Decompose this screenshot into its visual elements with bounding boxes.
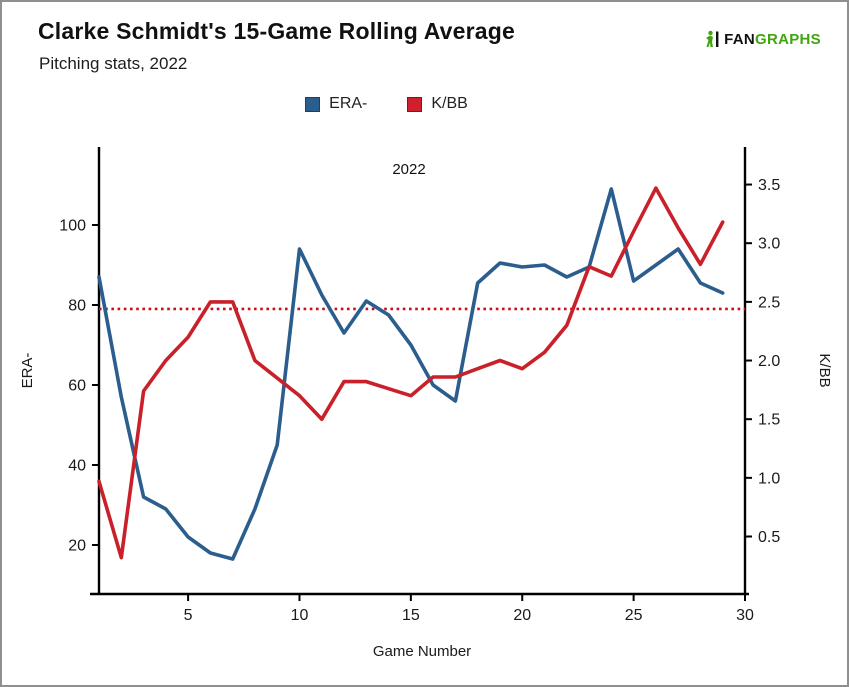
x-axis-title: Game Number [373, 643, 471, 660]
right-tick-label: 3.0 [758, 236, 780, 253]
legend-swatch-era [305, 96, 321, 112]
left-tick-label: 20 [68, 538, 86, 555]
right-tick-label: 2.5 [758, 294, 780, 311]
right-tick-label: 1.0 [758, 470, 780, 487]
logo-text-fan: FAN [724, 30, 756, 48]
x-tick-label: 20 [513, 607, 531, 624]
left-tick-label: 40 [68, 458, 86, 475]
x-tick-label: 10 [291, 607, 309, 624]
series-line-era [97, 187, 725, 561]
legend-item-era: ERA- [305, 95, 367, 113]
x-tick-label: 25 [625, 607, 643, 624]
left-tick-label: 100 [59, 218, 86, 235]
series-line-kbb [97, 186, 725, 560]
right-tick-label: 0.5 [758, 529, 780, 546]
x-tick-label: 5 [184, 607, 193, 624]
legend-label-era: ERA- [329, 95, 368, 112]
chart-subtitle: Pitching stats, 2022 [39, 54, 188, 73]
right-axis-title: K/BB [816, 353, 833, 387]
left-axis-title: ERA- [19, 353, 36, 389]
logo-text-graphs: GRAPHS [755, 30, 821, 48]
right-tick-label: 2.0 [758, 353, 780, 370]
chart-title: Clarke Schmidt's 15-Game Rolling Average [38, 18, 516, 44]
left-tick-label: 60 [68, 378, 86, 395]
legend: ERA- K/BB [2, 95, 809, 113]
legend-swatch-kbb [407, 96, 423, 112]
right-tick-label: 1.5 [758, 412, 780, 429]
fangraphs-pitcher-icon [705, 30, 721, 48]
legend-label-kbb: K/BB [431, 95, 468, 112]
x-tick-label: 15 [402, 607, 420, 624]
legend-item-kbb: K/BB [407, 95, 468, 113]
left-tick-label: 80 [68, 298, 86, 315]
right-tick-label: 3.5 [758, 177, 780, 194]
fangraphs-logo: FAN GRAPHS [705, 30, 821, 48]
x-tick-label: 30 [736, 607, 754, 624]
year-annotation: 2022 [392, 161, 425, 178]
